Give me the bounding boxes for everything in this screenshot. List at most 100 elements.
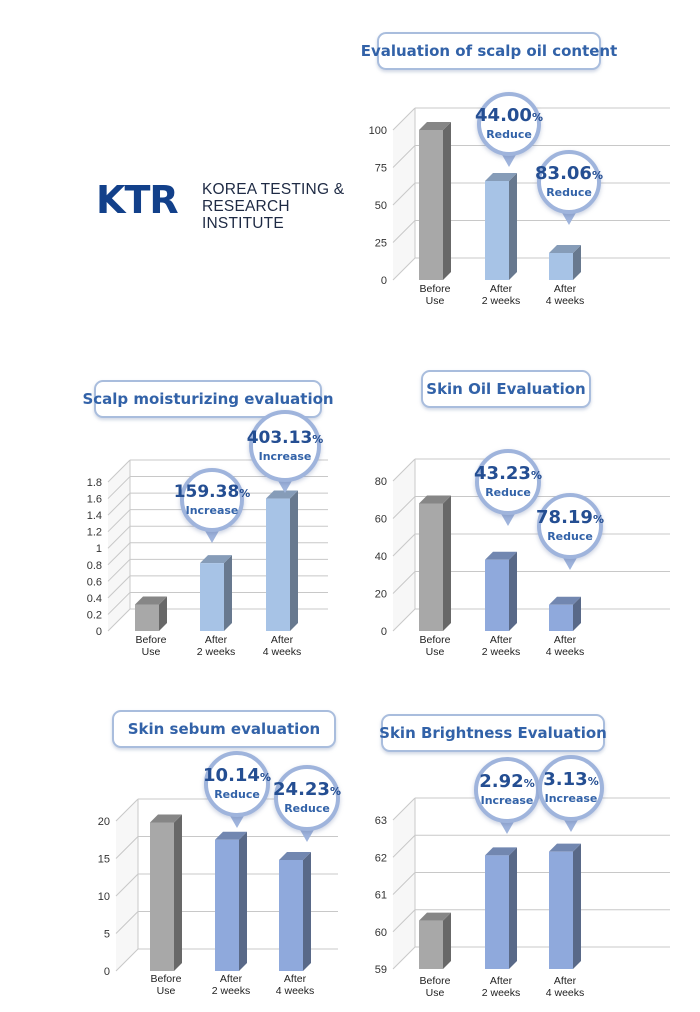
change-value: 78.19 (536, 507, 593, 528)
y-tick-label: 50 (375, 200, 387, 212)
y-tick-label: 15 (98, 854, 110, 866)
change-direction: Increase (185, 503, 239, 517)
y-gridline (392, 608, 670, 632)
chart-title: Evaluation of scalp oil content (361, 32, 617, 70)
change-value: 44.00 (475, 105, 532, 126)
callout-tail (204, 529, 220, 543)
callout-tail (500, 512, 516, 526)
change-unit: % (531, 111, 543, 124)
callout-tail (501, 153, 517, 167)
y-gridline (392, 220, 670, 243)
change-unit: % (523, 777, 535, 790)
y-tick-label: 60 (375, 927, 387, 939)
y-tick-label: 0 (96, 626, 102, 638)
x-category-label: Before Use (420, 634, 451, 658)
logo-text: KOREA TESTING & RESEARCH INSTITUTE (202, 181, 356, 232)
change-percent: 159.38% (173, 481, 251, 502)
change-value: 3.13 (543, 769, 588, 790)
y-tick-label: 1.4 (87, 510, 102, 522)
y-tick-label: 62 (375, 852, 387, 864)
y-tick-label: 63 (375, 815, 387, 827)
y-tick-label: 0.4 (87, 593, 102, 605)
change-callout: 403.13% Increase (246, 410, 323, 482)
y-tick-label: 5 (104, 929, 110, 941)
y-tick-label: 0.8 (87, 560, 102, 572)
x-category-label: After 4 weeks (276, 973, 315, 997)
callout-tail (277, 479, 293, 493)
change-percent: 78.19% (536, 509, 604, 527)
change-value: 403.13 (246, 427, 313, 448)
y-gridline (392, 946, 670, 970)
bar (135, 596, 167, 631)
chart-scalp-oil: Evaluation of scalp oil content 0 25 50 75 10… (355, 30, 685, 330)
x-category-label: After 2 weeks (482, 634, 521, 658)
change-percent: 3.13% (543, 771, 598, 789)
bar (200, 555, 232, 631)
change-value: 159.38 (173, 481, 240, 502)
y-tick-label: 0.6 (87, 576, 102, 588)
y-tick-label: 1 (96, 543, 102, 555)
change-callout: 24.23% Reduce (273, 765, 341, 831)
x-category-label: After 2 weeks (482, 975, 521, 999)
bar (419, 495, 451, 631)
ktr-logo: KTR KOREA TESTING & RESEARCH INSTITUTE (96, 178, 356, 232)
chart-title: Skin sebum evaluation (112, 710, 336, 748)
x-category-label: Before Use (136, 634, 167, 658)
x-category-label: After 2 weeks (212, 973, 251, 997)
logo-line-2: RESEARCH INSTITUTE (202, 198, 290, 232)
y-tick-label: 0 (381, 275, 387, 287)
change-unit: % (259, 771, 271, 784)
logo-mark: KTR (96, 178, 179, 222)
bar (549, 843, 581, 969)
change-callout: 78.19% Reduce (536, 493, 604, 559)
bar (279, 852, 311, 971)
y-tick-label: 1.8 (87, 477, 102, 489)
chart-skin-brightness: Skin Brightness Evaluation 59 60 61 62 63 Befo… (355, 712, 685, 1012)
change-percent: 2.92% (479, 773, 534, 791)
y-tick-label: 1.6 (87, 494, 102, 506)
callout-tail (299, 828, 315, 842)
change-value: 24.23 (273, 779, 330, 800)
callout-tail (499, 820, 515, 834)
y-gridline (392, 145, 670, 168)
y-gridline (392, 107, 670, 131)
y-tick-label: 20 (375, 589, 387, 601)
y-tick-label: 61 (375, 890, 387, 902)
bar (549, 245, 581, 280)
chart-wall (108, 460, 130, 631)
change-unit: % (592, 513, 604, 526)
bar (485, 173, 517, 280)
y-tick-label: 0 (381, 626, 387, 638)
change-direction: Increase (544, 792, 598, 805)
bar (485, 847, 517, 969)
change-callout: 159.38% Increase (174, 468, 250, 532)
y-tick-label: 80 (375, 476, 387, 488)
change-callout: 43.23% Reduce (474, 449, 542, 515)
change-direction: Increase (258, 449, 312, 463)
y-tick-label: 0 (104, 966, 110, 978)
y-tick-label: 0.2 (87, 609, 102, 621)
chart-title: Skin Oil Evaluation (421, 370, 591, 408)
y-gridline (392, 834, 670, 858)
change-value: 43.23 (474, 463, 531, 484)
y-gridline (392, 496, 670, 519)
bar (485, 551, 517, 631)
bar (150, 814, 182, 971)
change-callout: 44.00% Reduce (475, 92, 543, 156)
change-callout: 2.92% Increase (474, 757, 540, 823)
chart-skin-sebum: Skin sebum evaluation 0 5 10 15 20 Before Use Af… (80, 708, 360, 1008)
chart-title: Scalp moisturizing evaluation (82, 380, 334, 418)
chart-plot: 0 25 50 75 100 Before Use After 2 weeks After 4 we… (369, 107, 670, 307)
callout-tail (561, 211, 577, 225)
chart-plot: 59 60 61 62 63 Before Use After 2 weeks After 4 we… (375, 797, 670, 999)
x-category-label: Before Use (420, 283, 451, 307)
callout-tail (229, 814, 245, 828)
logo-line-1: KOREA TESTING & (202, 181, 345, 198)
y-gridline (392, 257, 670, 281)
change-percent: 43.23% (474, 465, 542, 483)
x-category-label: After 2 weeks (482, 283, 521, 307)
change-direction: Reduce (486, 128, 532, 141)
change-unit: % (530, 469, 542, 482)
x-category-label: After 2 weeks (197, 634, 236, 658)
y-tick-label: 40 (375, 551, 387, 563)
